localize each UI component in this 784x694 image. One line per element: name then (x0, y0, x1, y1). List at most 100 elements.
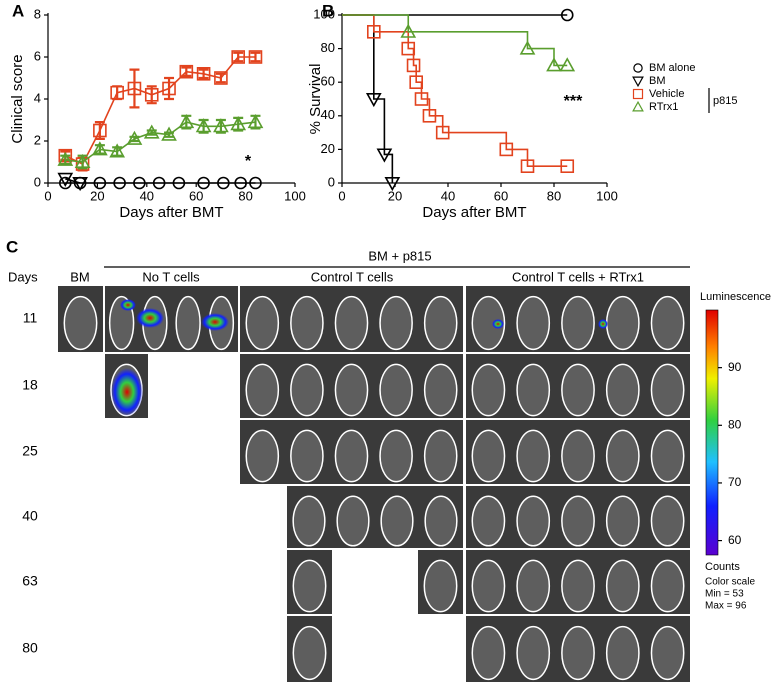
mouse-image (245, 295, 280, 351)
marker (161, 126, 177, 141)
mouse-image (650, 625, 685, 681)
mouse-image (292, 625, 327, 681)
y-tick-label: 100 (313, 6, 335, 21)
marker (230, 116, 247, 131)
day-label: 80 (22, 640, 38, 656)
marker (72, 177, 88, 192)
marker (178, 113, 195, 129)
mouse-image (605, 495, 640, 547)
column-label: BM (70, 269, 90, 284)
mouse-image (605, 363, 640, 417)
mouse-image (561, 625, 595, 681)
mouse-image (471, 295, 506, 351)
marker (110, 85, 124, 100)
panel-label: C (6, 237, 18, 256)
group-title: BM + p815 (368, 248, 431, 263)
luminescence-signal (492, 319, 504, 329)
marker (217, 176, 230, 190)
y-tick-label: 40 (321, 107, 335, 122)
column-label: Control T cells (311, 269, 394, 284)
marker (172, 176, 186, 190)
error-bar (198, 68, 209, 80)
marker (560, 159, 575, 173)
mouse-image (561, 559, 595, 613)
column-label: Control T cells + RTrx1 (512, 269, 644, 284)
mouse-image (471, 429, 506, 483)
x-axis-label: Days after BMT (119, 204, 223, 221)
mouse-image (516, 559, 551, 613)
marker (248, 50, 263, 64)
mouse-image (471, 559, 506, 613)
error-bar (94, 144, 105, 155)
error-bar (129, 68, 140, 109)
y-tick-label: 8 (34, 6, 41, 21)
y-tick-label: 6 (34, 48, 41, 63)
mouse-image (334, 429, 369, 483)
marker (195, 118, 212, 133)
mouse-image (471, 495, 506, 547)
x-tick-label: 0 (338, 188, 345, 203)
colorbar-note: Max = 96 (705, 601, 747, 612)
marker (401, 41, 416, 56)
mouse-image (424, 495, 458, 547)
error-bar (181, 66, 192, 77)
marker (366, 24, 381, 39)
mouse-image (516, 429, 551, 483)
colorbar-tick-label: 60 (728, 533, 742, 547)
mouse-image (650, 495, 685, 547)
marker (74, 153, 91, 168)
mouse-image (380, 495, 414, 547)
marker (143, 124, 160, 139)
survival-curve (342, 14, 394, 183)
legend-label: RTrx1 (649, 101, 678, 113)
error-bar (250, 51, 261, 63)
marker (560, 8, 574, 22)
error-bar (60, 154, 71, 166)
mouse-image (561, 495, 595, 547)
mouse-image (471, 363, 506, 417)
marker (57, 151, 74, 166)
marker (162, 81, 176, 96)
marker (365, 93, 382, 108)
marker (133, 176, 146, 190)
days-header: Days (8, 269, 38, 284)
panel-label: A (12, 1, 24, 20)
x-tick-label: 100 (284, 188, 306, 203)
mouse-image (650, 429, 685, 483)
error-bar (233, 51, 244, 63)
x-tick-label: 80 (238, 188, 252, 203)
marker (559, 57, 576, 72)
legend-label: Vehicle (649, 88, 684, 100)
mouse-image (63, 295, 98, 351)
marker (213, 118, 229, 133)
mouse-image (471, 625, 506, 681)
colorbar-tick-label: 90 (728, 360, 742, 374)
y-tick-label: 0 (34, 174, 41, 189)
legend-label: BM (649, 75, 666, 87)
marker (247, 113, 264, 129)
mouse-image (290, 429, 324, 483)
marker (520, 159, 535, 173)
mouse-image (423, 429, 458, 483)
marker (519, 40, 536, 55)
day-label: 18 (22, 377, 38, 393)
day-label: 40 (22, 508, 38, 524)
marker (632, 88, 644, 100)
marker (144, 88, 159, 102)
mouse-image (516, 295, 551, 351)
y-tick-label: 20 (321, 141, 335, 156)
day-label: 25 (22, 443, 38, 459)
mouse-image (292, 495, 326, 547)
mouse-image (605, 625, 640, 681)
mouse-image (516, 363, 551, 417)
mouse-image (561, 363, 595, 417)
mouse-image (334, 295, 369, 351)
annotation: * (245, 153, 252, 170)
luminescence-signal (111, 368, 143, 416)
marker (58, 176, 72, 190)
marker (231, 50, 245, 64)
mouse-image (292, 559, 327, 613)
day-label: 63 (22, 573, 38, 589)
marker (249, 176, 262, 190)
